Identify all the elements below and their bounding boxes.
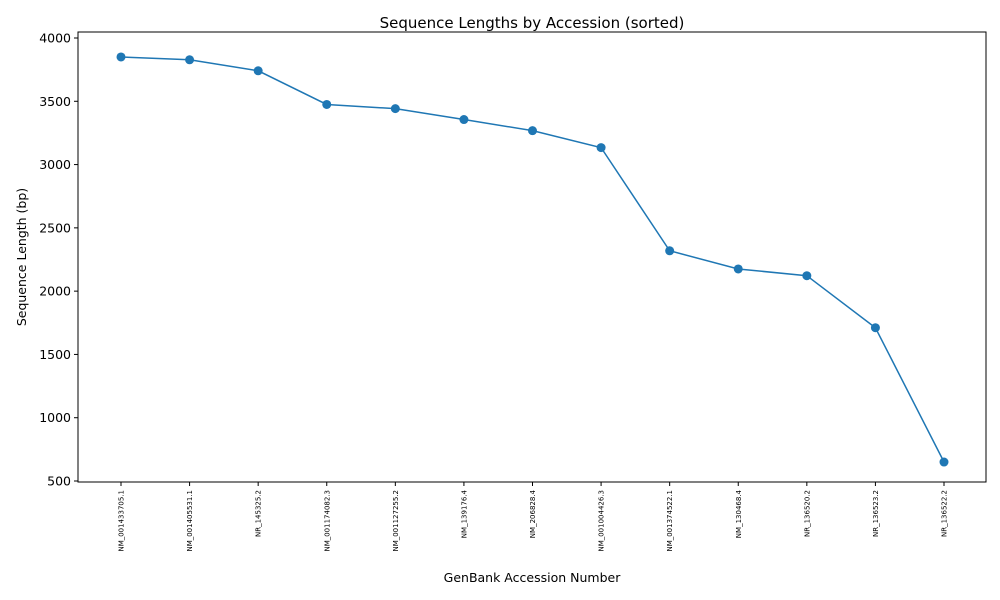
x-tick-label: NM_130468.4 [735,489,743,538]
data-point [870,323,880,333]
y-tick-label: 1000 [39,410,71,425]
x-tick-label: NM_001004426.3 [598,490,606,552]
x-axis: NM_001433705.1 NM_001405531.1 NR_145325.2 N… [118,482,949,552]
y-axis: 500 1000 1500 2000 2500 3000 3500 4000 [39,31,78,489]
y-axis-label: Sequence Length (bp) [14,188,29,326]
plot-frame [77,31,987,483]
series-points [116,52,949,467]
y-tick-label: 500 [47,474,71,489]
x-tick-label: NR_136522.2 [941,490,949,537]
y-tick-label: 3000 [39,157,71,172]
data-point [253,66,263,76]
chart-title: Sequence Lengths by Accession (sorted) [380,14,685,32]
data-point [390,104,400,114]
x-tick-label: NM_001174082.3 [323,490,331,552]
y-tick-label: 2500 [39,220,71,235]
data-point [802,271,812,281]
x-tick-label: NM_001433705.1 [118,490,126,552]
data-point [939,457,949,467]
x-tick-label: NM_001374522.1 [666,490,674,552]
data-point [459,115,469,125]
x-axis-label: GenBank Accession Number [444,570,622,585]
data-point [116,52,126,62]
x-tick-label: NM_139176.4 [460,489,468,538]
x-tick-label: NR_136520.2 [803,490,811,537]
series-line [120,56,945,463]
data-point [528,126,537,136]
data-point [185,55,195,65]
y-tick-label: 1500 [39,347,71,362]
y-tick-label: 3500 [39,94,71,109]
data-point [665,246,675,256]
x-tick-label: NM_001405531.1 [186,490,194,552]
x-tick-label: NM_001127255.2 [392,490,400,552]
data-point [596,143,606,153]
y-tick-label: 2000 [39,284,71,299]
x-tick-label: NR_145325.2 [255,490,263,537]
x-tick-label: NM_206828.4 [529,489,537,538]
x-tick-label: NR_136523.2 [872,490,880,537]
data-point [322,99,332,109]
y-tick-label: 4000 [39,31,71,46]
data-point [733,264,743,274]
